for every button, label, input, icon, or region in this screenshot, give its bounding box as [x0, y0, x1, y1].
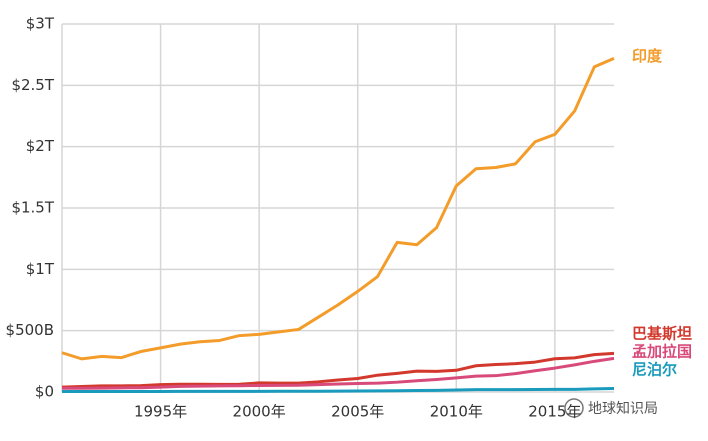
x-tick-label: 2015年: [528, 403, 581, 421]
x-tick-label: 2010年: [430, 403, 483, 421]
watermark-icon: [564, 398, 584, 418]
legend-label: 巴基斯坦: [632, 325, 692, 343]
x-tick-label: 2005年: [331, 403, 384, 421]
y-tick-label: $1T: [26, 260, 55, 278]
watermark: 地球知识局: [564, 398, 658, 418]
series-line: [61, 56, 615, 361]
legend-label: 孟加拉国: [632, 343, 692, 361]
legend-label: 尼泊尔: [632, 361, 677, 379]
watermark-text: 地球知识局: [588, 400, 658, 417]
grid: [62, 23, 614, 393]
series-line: [62, 356, 615, 390]
series-line: [61, 351, 615, 389]
x-tick-label: 2000年: [233, 403, 286, 421]
legend-label: 印度: [632, 47, 663, 65]
y-tick-label: $3T: [26, 15, 55, 33]
series-line: [62, 386, 615, 394]
y-tick-label: $2.5T: [11, 76, 54, 94]
x-tick-label: 1995年: [134, 403, 187, 421]
y-tick-label: $0: [35, 383, 54, 401]
y-tick-label: $2T: [26, 137, 55, 155]
y-tick-label: $1.5T: [11, 199, 54, 217]
y-tick-label: $500B: [6, 321, 54, 339]
